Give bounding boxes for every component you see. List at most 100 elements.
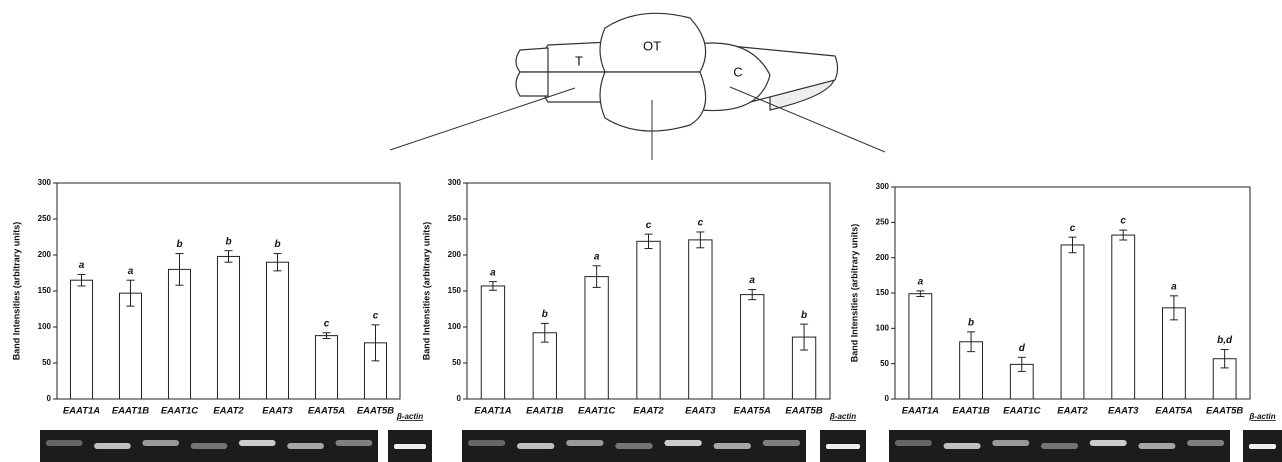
x-tick-label: EAAT2 — [213, 406, 244, 417]
y-tick-label: 300 — [448, 178, 462, 187]
y-axis-label: Band Intensities (arbitrary units) — [11, 222, 21, 361]
gel-band — [944, 443, 981, 449]
x-tick-label: EAAT2 — [633, 406, 664, 417]
x-tick-label: EAAT1B — [112, 406, 149, 417]
x-tick-label: EAAT5A — [734, 406, 771, 417]
brain-diagram: T OT C — [390, 13, 885, 160]
gel-band — [468, 440, 505, 446]
y-tick-label: 200 — [38, 250, 52, 259]
x-tick-label: EAAT5B — [785, 406, 822, 417]
gel-band — [46, 440, 83, 446]
gel-band — [191, 443, 228, 449]
olfactory-lower — [516, 72, 548, 96]
x-tick-label: EAAT1B — [952, 406, 989, 417]
x-tick-label: EAAT1C — [161, 406, 198, 417]
gel-band — [336, 440, 373, 446]
x-tick-label: EAAT2 — [1057, 406, 1088, 417]
y-tick-label: 200 — [448, 250, 462, 259]
bar — [533, 333, 556, 399]
gel-band — [1090, 440, 1127, 446]
y-tick-label: 250 — [38, 214, 52, 223]
gel-band — [826, 444, 860, 449]
region-label: C — [733, 64, 742, 79]
bar — [689, 240, 712, 399]
gel-reference-label: β-actin — [829, 412, 856, 421]
gel-band — [287, 443, 324, 449]
gel-band — [1138, 443, 1175, 449]
significance-letter: c — [324, 318, 330, 329]
significance-letter: b — [176, 239, 182, 250]
bar — [266, 262, 288, 399]
x-tick-label: EAAT5B — [357, 406, 394, 417]
significance-letter: a — [79, 260, 85, 271]
y-tick-label: 100 — [38, 322, 52, 331]
gel-band — [615, 443, 652, 449]
x-tick-label: EAAT1A — [474, 406, 511, 417]
bar — [637, 241, 660, 399]
pointer-line — [390, 88, 575, 150]
x-tick-label: EAAT3 — [685, 406, 716, 417]
gel-band — [895, 440, 932, 446]
y-axis-label: Band Intensities (arbitrary units) — [421, 222, 431, 361]
bar — [585, 277, 608, 399]
significance-letter: a — [128, 266, 134, 277]
significance-letter: a — [918, 277, 924, 288]
significance-letter: d — [1019, 343, 1026, 354]
significance-letter: c — [1120, 216, 1126, 227]
significance-letter: b — [968, 318, 974, 329]
bar — [217, 256, 239, 399]
y-tick-label: 100 — [876, 323, 890, 332]
significance-letter: c — [373, 310, 379, 321]
bar — [168, 269, 190, 399]
y-tick-label: 150 — [38, 286, 52, 295]
region-label: T — [575, 53, 583, 68]
y-tick-label: 50 — [880, 359, 889, 368]
gel-band — [517, 443, 554, 449]
gel-band — [1187, 440, 1224, 446]
significance-letter: a — [490, 267, 496, 278]
significance-letter: c — [646, 220, 652, 231]
gel-reference-label: β-actin — [1248, 412, 1275, 421]
x-tick-label: EAAT1B — [526, 406, 563, 417]
bar — [1112, 235, 1135, 399]
region-label: OT — [643, 38, 661, 53]
x-tick-label: EAAT1A — [902, 406, 939, 417]
gel-band — [714, 443, 751, 449]
y-tick-label: 200 — [876, 253, 890, 262]
gel-band — [763, 440, 800, 446]
significance-letter: a — [1171, 281, 1177, 292]
gel-band — [566, 440, 603, 446]
significance-letter: a — [594, 251, 600, 262]
gel-band — [992, 440, 1029, 446]
bar — [481, 286, 504, 399]
significance-letter: c — [698, 218, 704, 229]
y-tick-label: 150 — [448, 286, 462, 295]
olfactory-upper — [516, 48, 548, 72]
x-tick-label: EAAT5B — [1206, 406, 1243, 417]
y-tick-label: 50 — [452, 358, 461, 367]
significance-letter: b — [542, 309, 548, 320]
x-tick-label: EAAT1C — [1003, 406, 1040, 417]
y-tick-label: 300 — [876, 182, 890, 191]
gel-band — [394, 444, 426, 449]
bar — [315, 336, 337, 399]
x-tick-label: EAAT5A — [308, 406, 345, 417]
optic-tectum-lower — [600, 72, 706, 131]
y-tick-label: 50 — [42, 358, 51, 367]
y-tick-label: 250 — [876, 217, 890, 226]
significance-letter: b,d — [1217, 335, 1233, 346]
y-tick-label: 100 — [448, 322, 462, 331]
gel-band — [1041, 443, 1078, 449]
x-tick-label: EAAT1C — [578, 406, 615, 417]
gel-band — [94, 443, 131, 449]
bar — [70, 280, 92, 399]
figure: T OT C 0 50 100 150 200 250 300 Band Intensitie… — [0, 0, 1282, 462]
significance-letter: a — [749, 275, 755, 286]
y-tick-label: 0 — [47, 394, 52, 403]
significance-letter: b — [274, 239, 280, 250]
gel-band — [664, 440, 701, 446]
significance-letter: b — [225, 236, 231, 247]
y-tick-label: 0 — [885, 394, 890, 403]
y-tick-label: 300 — [38, 178, 52, 187]
gel-band — [1249, 444, 1276, 449]
